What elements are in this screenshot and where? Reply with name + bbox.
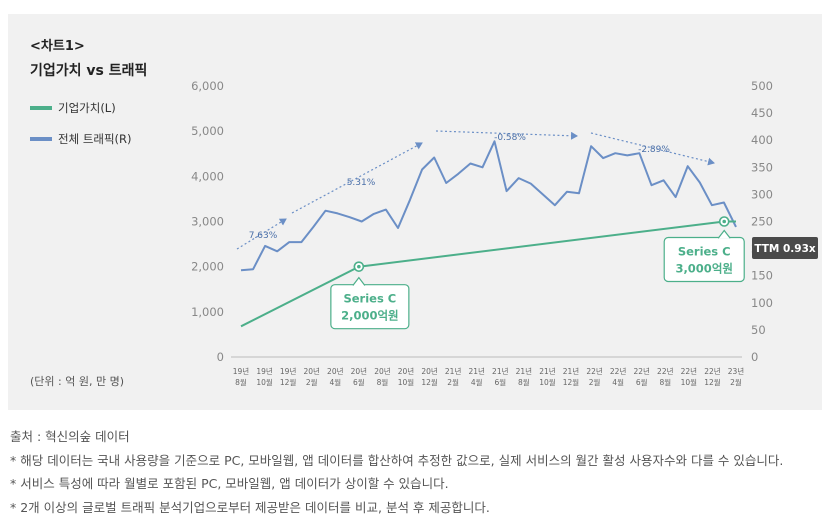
x-tick-label-month: 8월 (235, 377, 247, 387)
x-tick-label-month: 6월 (636, 377, 648, 387)
callout-pointer (352, 276, 366, 286)
right-axis-tick: 0 (751, 350, 758, 364)
trend-arrow (590, 132, 715, 166)
x-tick-label-month: 2월 (730, 377, 742, 387)
right-axis-tick: 250 (751, 215, 773, 229)
x-tick-label-month: 4월 (612, 377, 624, 387)
x-tick-label-year: 20년 (327, 366, 344, 376)
x-tick-label-month: 10월 (681, 377, 698, 387)
legend-item-traffic: 전체 트래픽(R) (30, 131, 132, 147)
x-tick-label-month: 12월 (280, 377, 297, 387)
x-tick-label-year: 20년 (421, 366, 438, 376)
x-tick-label-month: 4월 (471, 377, 483, 387)
callout-pointer (717, 229, 731, 239)
trend-label: -2.89% (638, 145, 670, 155)
trend-label: -0.58% (494, 133, 526, 143)
x-tick-label-year: 22년 (704, 366, 721, 376)
left-axis-tick: 3,000 (191, 215, 224, 229)
right-axis-tick: 300 (751, 187, 773, 201)
ttm-badge-text: TTM 0.93x (754, 243, 816, 255)
callout-box (663, 236, 745, 283)
x-tick-label-month: 12월 (704, 377, 721, 387)
x-tick-label-month: 6월 (494, 377, 506, 387)
x-tick-label-month: 12월 (563, 377, 580, 387)
x-tick-label-year: 22년 (633, 366, 650, 376)
valuation-marker-dot (357, 264, 361, 269)
chart-label: <차트1> (30, 39, 85, 54)
ttm-badge-bg (752, 237, 818, 259)
footnote-1: * 해당 데이터는 국내 사용량을 기준으로 PC, 모바일웹, 앱 데이터를 … (10, 452, 784, 468)
left-axis-tick: 5,000 (191, 124, 224, 138)
trend-arrow (236, 218, 287, 250)
unit-note: (단위 : 억 원, 만 명) (30, 375, 124, 388)
right-axis-tick: 50 (751, 323, 766, 337)
x-tick-label-month: 8월 (377, 377, 389, 387)
x-tick-label-year: 20년 (351, 366, 368, 376)
callout-box (330, 284, 410, 330)
x-tick-label-month: 2월 (589, 377, 601, 387)
x-tick-label-year: 21년 (539, 366, 556, 376)
callout-text-amount: 2,000억원 (341, 309, 399, 323)
x-tick-label-year: 19년 (256, 366, 273, 376)
legend-swatch-valuation (30, 106, 52, 110)
trend-arrow (291, 142, 423, 214)
callout-text-amount: 3,000억원 (675, 262, 733, 276)
x-tick-label-year: 22년 (657, 366, 674, 376)
callout-text-series: Series C (343, 292, 396, 306)
trend-arrow (435, 130, 578, 140)
x-tick-label-year: 21년 (468, 366, 485, 376)
left-axis-tick: 6,000 (191, 79, 224, 93)
x-tick-label-year: 20년 (398, 366, 415, 376)
x-tick-label-year: 20년 (303, 366, 320, 376)
right-axis-tick: 400 (751, 133, 773, 147)
x-tick-label-year: 19년 (280, 366, 297, 376)
x-tick-label-year: 21년 (445, 366, 462, 376)
notes: 출처 : 혁신의숲 데이터 * 해당 데이터는 국내 사용량을 기준으로 PC,… (10, 425, 783, 519)
source-note: 출처 : 혁신의숲 데이터 (10, 429, 130, 444)
x-tick-label-month: 10월 (256, 377, 273, 387)
x-tick-label-month: 6월 (353, 377, 365, 387)
chart-title: 기업가치 vs 트래픽 (30, 63, 148, 79)
right-axis-tick: 150 (751, 269, 773, 283)
x-tick-label-month: 10월 (398, 377, 415, 387)
x-tick-label-month: 4월 (329, 377, 341, 387)
trend-label: 7.63% (249, 231, 278, 241)
traffic-series-line (240, 140, 737, 272)
x-tick-label-year: 21년 (516, 366, 533, 376)
x-tick-label-month: 8월 (518, 377, 530, 387)
chart-panel (8, 14, 822, 410)
right-axis-tick: 100 (751, 296, 773, 310)
left-axis-tick: 2,000 (191, 260, 224, 274)
x-tick-label-year: 20년 (374, 366, 391, 376)
right-axis-tick: 500 (751, 79, 773, 93)
x-tick-label-month: 8월 (659, 377, 671, 387)
x-tick-label-year: 22년 (681, 366, 698, 376)
legend-label-traffic: 전체 트래픽(R) (58, 132, 132, 146)
x-tick-label-year: 23년 (728, 366, 745, 376)
x-tick-label-month: 2월 (447, 377, 459, 387)
valuation-marker-dot (722, 219, 727, 224)
right-axis-tick: 350 (751, 160, 773, 174)
x-tick-label-year: 22년 (610, 366, 627, 376)
left-axis-tick: 1,000 (191, 305, 224, 319)
footnote-2: * 서비스 특성에 따라 월별로 포함된 PC, 모바일웹, 앱 데이터가 상이… (10, 476, 449, 491)
right-axis-tick: 450 (751, 106, 773, 120)
x-tick-label-month: 10월 (539, 377, 556, 387)
x-tick-label-month: 2월 (306, 377, 318, 387)
valuation-series-line (240, 220, 736, 328)
x-tick-label-year: 22년 (586, 366, 603, 376)
x-tick-label-year: 21년 (492, 366, 509, 376)
x-tick-label-year: 21년 (563, 366, 580, 376)
left-axis-tick: 4,000 (191, 169, 224, 183)
x-tick-label-month: 12월 (421, 377, 438, 387)
x-tick-label-year: 19년 (233, 366, 250, 376)
legend-item-valuation: 기업가치(L) (30, 100, 116, 116)
footnote-3: * 2개 이상의 글로벌 트래픽 분석기업으로부터 제공받은 데이터를 비교, … (10, 499, 490, 515)
left-axis-tick: 0 (217, 350, 224, 364)
callout-text-series: Series C (678, 245, 731, 259)
legend-swatch-traffic (30, 137, 52, 141)
legend-label-valuation: 기업가치(L) (58, 101, 116, 115)
trend-label: 5.31% (347, 178, 376, 188)
